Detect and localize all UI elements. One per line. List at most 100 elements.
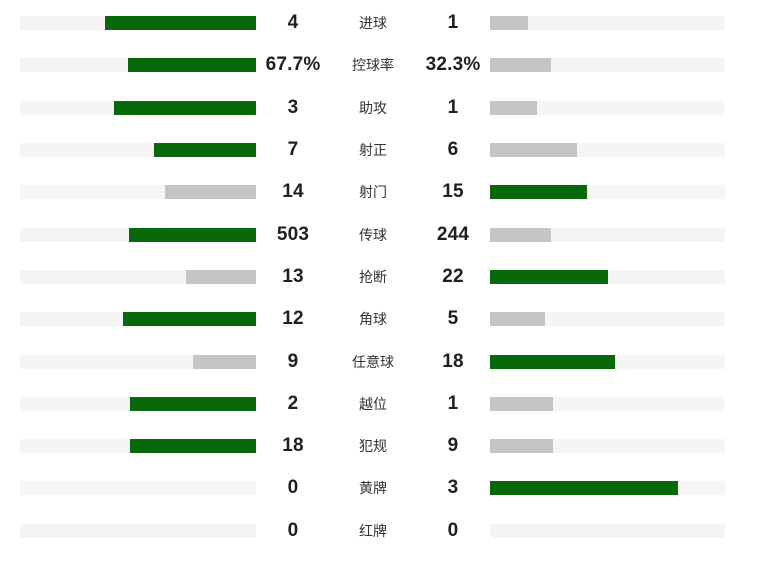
- home-value: 14: [282, 181, 304, 203]
- away-bar-track: [490, 354, 725, 369]
- home-bar-fill: [122, 312, 256, 327]
- away-bar-fill: [490, 58, 551, 73]
- home-bar-fill: [185, 269, 256, 284]
- away-bar-fill: [490, 16, 528, 31]
- away-value: 9: [447, 435, 459, 457]
- away-bar-fill: [490, 439, 553, 454]
- stat-label: 黄牌: [359, 480, 387, 497]
- away-bar-fill: [490, 481, 678, 496]
- away-bar-track: [490, 269, 725, 284]
- stat-label: 传球: [359, 226, 387, 243]
- away-value: 0: [447, 519, 459, 541]
- stat-label: 任意球: [352, 353, 394, 370]
- home-bar-track: [20, 16, 256, 31]
- home-bar-track: [20, 523, 256, 538]
- home-bar-fill: [130, 439, 256, 454]
- stat-row: 9 任意球 18: [20, 340, 725, 382]
- home-value: 4: [287, 12, 299, 34]
- stat-row: 18 犯规 9: [20, 425, 725, 467]
- stat-label: 助攻: [359, 99, 387, 116]
- home-value: 503: [276, 223, 310, 245]
- match-stats-list: 4 进球 1 67.7% 控球率 32.3% 3 助攻 1 7 射正: [20, 2, 725, 552]
- home-bar-track: [20, 312, 256, 327]
- away-bar-track: [490, 523, 725, 538]
- home-bar-track: [20, 143, 256, 158]
- home-bar-track: [20, 396, 256, 411]
- stat-label: 越位: [359, 395, 387, 412]
- away-bar-track: [490, 227, 725, 242]
- away-value: 22: [442, 265, 464, 287]
- away-value: 5: [447, 308, 459, 330]
- home-value: 9: [287, 350, 299, 372]
- stat-row: 3 助攻 1: [20, 87, 725, 129]
- stat-row: 0 红牌 0: [20, 510, 725, 552]
- home-bar-track: [20, 439, 256, 454]
- away-bar-fill: [490, 185, 588, 200]
- stat-row: 2 越位 1: [20, 383, 725, 425]
- away-bar-fill: [490, 396, 553, 411]
- away-bar-fill: [490, 269, 609, 284]
- home-value: 12: [282, 308, 304, 330]
- away-bar-track: [490, 100, 725, 115]
- home-bar-fill: [164, 185, 256, 200]
- stat-row: 503 传球 244: [20, 213, 725, 255]
- home-bar-fill: [130, 396, 256, 411]
- home-bar-track: [20, 269, 256, 284]
- stat-row: 4 进球 1: [20, 2, 725, 44]
- away-value: 32.3%: [425, 54, 481, 76]
- home-bar-track: [20, 100, 256, 115]
- home-bar-fill: [128, 58, 256, 73]
- home-value: 67.7%: [265, 54, 321, 76]
- away-bar-fill: [490, 143, 577, 158]
- away-value: 1: [447, 12, 459, 34]
- home-bar-fill: [104, 16, 256, 31]
- home-bar-fill: [193, 354, 256, 369]
- home-bar-track: [20, 185, 256, 200]
- stat-label: 抢断: [359, 268, 387, 285]
- home-bar-track: [20, 354, 256, 369]
- away-bar-track: [490, 312, 725, 327]
- home-bar-track: [20, 481, 256, 496]
- away-bar-track: [490, 58, 725, 73]
- away-value: 1: [447, 392, 459, 414]
- stat-label: 角球: [359, 311, 387, 328]
- home-bar-fill: [154, 143, 256, 158]
- away-value: 3: [447, 477, 459, 499]
- away-bar-track: [490, 143, 725, 158]
- home-value: 2: [287, 392, 299, 414]
- away-bar-track: [490, 481, 725, 496]
- home-bar-track: [20, 58, 256, 73]
- stat-label: 进球: [359, 15, 387, 32]
- home-value: 0: [287, 519, 299, 541]
- stat-label: 犯规: [359, 438, 387, 455]
- away-value: 18: [442, 350, 464, 372]
- stat-label: 射正: [359, 142, 387, 159]
- away-bar-track: [490, 396, 725, 411]
- away-bar-track: [490, 16, 725, 31]
- away-bar-fill: [490, 354, 616, 369]
- away-value: 15: [442, 181, 464, 203]
- stat-label: 控球率: [352, 57, 394, 74]
- home-bar-fill: [114, 100, 256, 115]
- away-bar-track: [490, 439, 725, 454]
- stat-row: 0 黄牌 3: [20, 467, 725, 509]
- away-bar-fill: [490, 100, 537, 115]
- stat-label: 射门: [359, 184, 387, 201]
- away-value: 244: [436, 223, 470, 245]
- home-bar-track: [20, 227, 256, 242]
- away-value: 6: [447, 139, 459, 161]
- away-bar-fill: [490, 227, 552, 242]
- home-value: 3: [287, 96, 299, 118]
- home-value: 7: [287, 139, 299, 161]
- home-value: 0: [287, 477, 299, 499]
- stat-row: 13 抢断 22: [20, 256, 725, 298]
- stat-label: 红牌: [359, 522, 387, 539]
- stat-row: 14 射门 15: [20, 171, 725, 213]
- home-bar-fill: [128, 227, 256, 242]
- stat-row: 12 角球 5: [20, 298, 725, 340]
- away-value: 1: [447, 96, 459, 118]
- stat-row: 7 射正 6: [20, 129, 725, 171]
- home-value: 18: [282, 435, 304, 457]
- stat-row: 67.7% 控球率 32.3%: [20, 44, 725, 86]
- away-bar-track: [490, 185, 725, 200]
